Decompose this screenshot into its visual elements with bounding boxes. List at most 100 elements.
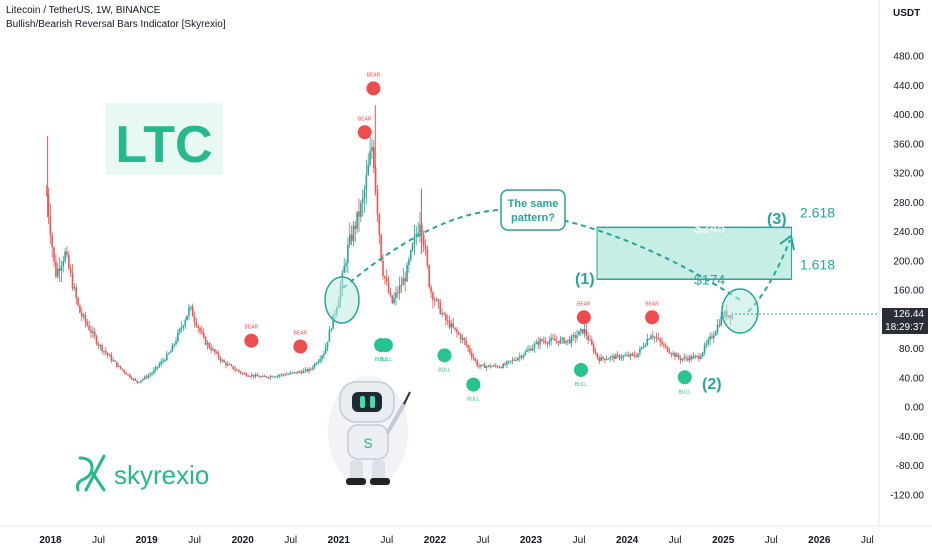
candle-body	[116, 361, 118, 367]
candle-body	[563, 337, 565, 344]
candle-body	[234, 369, 236, 371]
y-tick-label: 280.00	[893, 198, 924, 209]
candle-body	[352, 225, 355, 241]
candle-body	[380, 234, 382, 261]
candle-body	[567, 339, 569, 341]
candle-body	[88, 325, 90, 331]
candle-body	[69, 268, 72, 274]
candle-body	[507, 360, 510, 362]
bear-signal-label: BEAR	[577, 301, 591, 307]
candle-body	[493, 365, 495, 367]
bear-signal-dot	[645, 310, 660, 325]
candle-body	[424, 246, 427, 250]
candle-body	[395, 292, 397, 298]
x-tick-label: Jul	[669, 535, 682, 546]
candle-body	[542, 340, 545, 342]
candle-body	[387, 281, 390, 293]
candle-body	[537, 341, 540, 345]
x-axis-ticks: 2018 Jul 2019 Jul 2020 Jul 2021 Jul 2022 Jul 2023 J…	[39, 535, 873, 546]
candle-body	[236, 369, 238, 371]
candle-body	[389, 292, 392, 296]
candle-body	[271, 376, 273, 378]
candle-body	[165, 353, 168, 361]
y-tick-label: 480.00	[893, 52, 924, 63]
candle-body	[378, 214, 381, 235]
candle-body	[178, 328, 181, 333]
candle-body	[326, 341, 329, 348]
candle-body	[413, 235, 416, 245]
x-tick-label: 2020	[232, 535, 255, 546]
candle-body	[104, 350, 107, 353]
callout-box	[500, 189, 566, 231]
candle-body	[225, 362, 227, 366]
callout-text-line1: The same	[508, 198, 559, 210]
candle-body	[287, 373, 290, 375]
candle-body	[607, 358, 610, 360]
candle-body	[692, 356, 695, 359]
arrowhead-icon	[779, 234, 795, 251]
currency-label[interactable]: USDT	[893, 8, 921, 19]
candle-body	[653, 336, 656, 338]
candle-body	[616, 354, 619, 356]
x-tick-label: 2024	[616, 535, 639, 546]
candle-body	[448, 320, 451, 328]
candle-body	[254, 374, 257, 377]
indicator-title: Bullish/Bearish Reversal Bars Indicator …	[6, 19, 226, 30]
candle-body	[49, 216, 52, 236]
y-tick-label: 40.00	[899, 373, 924, 384]
target-zone	[596, 226, 792, 280]
candle-body	[162, 360, 164, 362]
candle-body	[456, 329, 458, 333]
candle-body	[531, 348, 534, 351]
current-price-badge: 126.44 18:29:37	[882, 308, 928, 334]
candle-body	[483, 364, 486, 369]
candle-body	[709, 336, 711, 340]
candle-body	[284, 374, 286, 376]
x-tick-label: 2022	[424, 535, 447, 546]
wave-2-label: (2)	[702, 376, 722, 393]
x-tick-label: 2018	[39, 535, 62, 546]
candle-body	[642, 346, 645, 348]
x-tick-label: 2021	[328, 535, 351, 546]
candle-body	[80, 312, 83, 317]
bull-signal-label: BULL	[575, 382, 588, 388]
candle-body	[328, 330, 331, 342]
candle-body	[123, 370, 126, 373]
candle-body	[433, 300, 436, 302]
candle-body	[426, 249, 429, 266]
candle-body	[603, 358, 606, 360]
candle-body	[95, 336, 98, 344]
bull-signal-label: BULL	[380, 357, 393, 363]
bull-signal-dot	[437, 348, 452, 363]
candle-body	[716, 324, 719, 332]
candle-body	[626, 354, 628, 356]
candle-body	[609, 356, 612, 359]
candle-body	[376, 189, 379, 215]
candle-body	[439, 302, 442, 314]
candle-body	[190, 306, 192, 308]
robot-mascot-icon: S	[328, 376, 411, 488]
candle-body	[132, 378, 135, 380]
candle-body	[605, 359, 608, 361]
wave-3-label: (3)	[767, 211, 787, 228]
candle-body	[119, 365, 122, 369]
candle-body	[594, 351, 597, 354]
candle-body	[64, 251, 66, 261]
candle-body	[140, 380, 142, 383]
candle-body	[361, 198, 364, 204]
candle-body	[598, 357, 601, 361]
candle-body	[409, 250, 412, 260]
candle-body	[544, 341, 547, 343]
candle-body	[557, 340, 560, 344]
candle-body	[698, 355, 700, 359]
candle-body	[79, 304, 81, 313]
candle-body	[461, 337, 464, 340]
candle-body	[308, 368, 310, 372]
candle-body	[498, 367, 501, 369]
fib-1618-label: 1.618	[800, 256, 835, 272]
candle-body	[201, 331, 203, 333]
candle-body	[250, 374, 253, 377]
candle-body	[321, 355, 323, 360]
candle-body	[663, 344, 665, 346]
